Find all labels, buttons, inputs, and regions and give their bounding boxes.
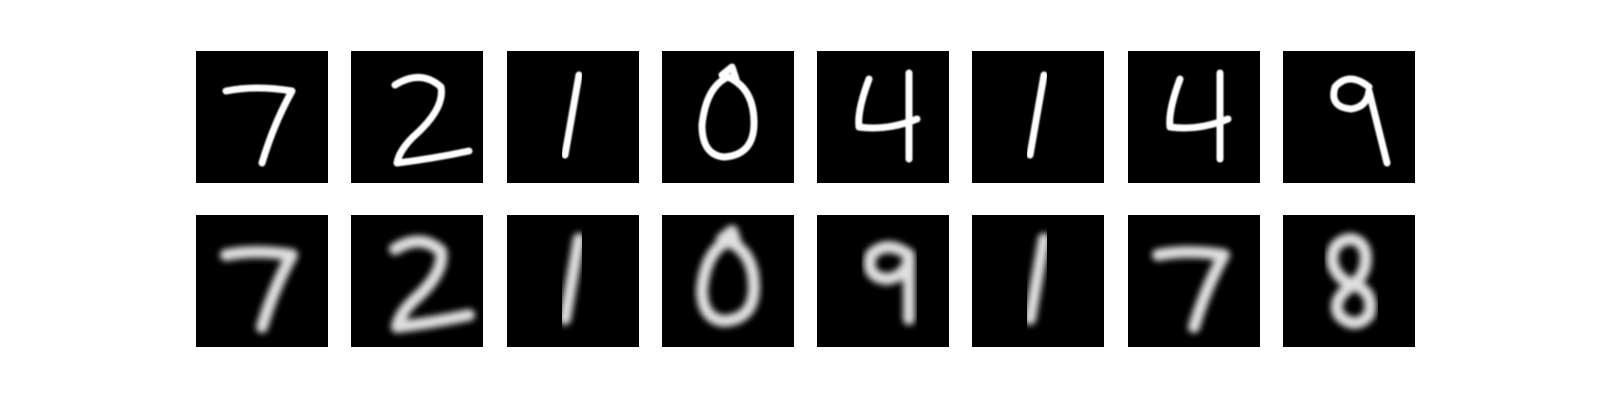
digit-stroke: [559, 233, 585, 325]
original-digit-image: [507, 51, 639, 183]
reconstructed-digit-image: [817, 215, 949, 347]
digit-stroke: [220, 246, 298, 333]
digit-stroke: [389, 235, 475, 333]
reconstructed-digit-image: [1128, 215, 1260, 347]
digit-glyph-drawing: [1166, 69, 1232, 163]
digit-stroke: [561, 71, 583, 159]
digit-glyph-drawing: [1326, 233, 1377, 329]
original-digit-image: [1283, 51, 1415, 183]
original-digit-image: [1128, 51, 1260, 183]
digit-glyph-drawing: [855, 69, 921, 163]
digit-glyph-drawing: [698, 63, 758, 161]
digit-stroke: [1326, 233, 1377, 329]
original-digit-image: [972, 51, 1104, 183]
digit-stroke: [391, 74, 473, 167]
digit-glyph-drawing: [222, 84, 296, 167]
digit-stroke: [1330, 75, 1391, 167]
digit-stroke: [1024, 233, 1050, 325]
reconstructed-digit-image: [507, 215, 639, 347]
digit-stroke: [1166, 69, 1232, 163]
reconstructed-digit-image: [1283, 215, 1415, 347]
digit-stroke: [1152, 246, 1230, 333]
digit-glyph-drawing: [220, 246, 298, 333]
original-digit-image: [351, 51, 483, 183]
digit-glyph-drawing: [559, 233, 585, 325]
digit-glyph-drawing: [1330, 75, 1391, 167]
digit-glyph-drawing: [391, 74, 473, 167]
original-digit-image: [196, 51, 328, 183]
digit-glyph-drawing: [696, 225, 760, 327]
digit-glyph-drawing: [1152, 246, 1230, 333]
digit-stroke: [698, 63, 758, 161]
digit-glyph-drawing: [1024, 233, 1050, 325]
reconstructed-digit-image: [662, 215, 794, 347]
digit-stroke: [222, 84, 296, 167]
reconstructed-digit-image: [351, 215, 483, 347]
reconstructed-digit-image: [972, 215, 1104, 347]
digit-glyph-drawing: [863, 241, 915, 325]
digit-stroke: [863, 241, 915, 325]
digit-stroke: [696, 225, 760, 327]
reconstructed-digit-image: [196, 215, 328, 347]
digit-glyph-drawing: [389, 235, 475, 333]
digit-stroke: [855, 69, 921, 163]
digit-glyph-drawing: [1026, 71, 1048, 159]
original-digit-image: [817, 51, 949, 183]
original-digit-image: [662, 51, 794, 183]
digit-stroke: [1026, 71, 1048, 159]
digit-glyph-drawing: [561, 71, 583, 159]
